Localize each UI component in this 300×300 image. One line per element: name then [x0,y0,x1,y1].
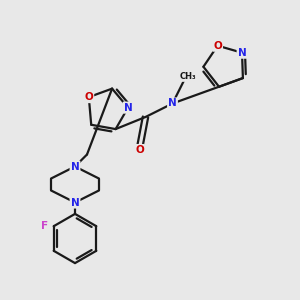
Text: N: N [124,103,132,112]
Text: N: N [168,98,177,109]
Text: N: N [70,197,80,208]
Text: CH₃: CH₃ [180,72,196,81]
Text: N: N [238,48,246,58]
Text: O: O [213,41,222,51]
Text: N: N [70,161,80,172]
Text: O: O [135,145,144,155]
Text: O: O [84,92,93,102]
Text: F: F [41,221,48,231]
